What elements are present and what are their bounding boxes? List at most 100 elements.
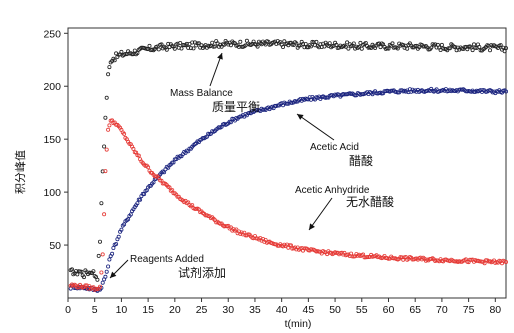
- x-tick-label: 15: [142, 304, 154, 316]
- data-point: [96, 253, 101, 258]
- data-point: [119, 49, 124, 54]
- data-point: [170, 188, 175, 193]
- data-point: [142, 192, 147, 197]
- data-point: [179, 46, 184, 51]
- data-point: [74, 269, 79, 274]
- data-point: [107, 65, 112, 70]
- data-point: [131, 146, 136, 151]
- x-tick-label: 80: [489, 304, 501, 316]
- data-point: [119, 227, 124, 232]
- reagents-added-label: Reagents Added: [130, 254, 204, 265]
- data-point: [135, 51, 140, 56]
- data-point: [243, 43, 248, 48]
- data-point: [308, 44, 313, 49]
- x-tick-label: 45: [303, 304, 315, 316]
- data-point: [378, 45, 383, 50]
- data-point: [390, 41, 395, 46]
- data-point: [395, 46, 400, 51]
- acetic-acid-label-zh: 醋酸: [349, 153, 373, 168]
- data-point: [314, 39, 319, 44]
- data-point: [467, 257, 472, 262]
- acetic-anhydride-arrow-head: [309, 223, 315, 230]
- x-tick-label: 35: [249, 304, 261, 316]
- data-point: [212, 44, 217, 49]
- x-tick-label: 0: [65, 304, 71, 316]
- data-point: [503, 259, 508, 264]
- data-point: [111, 245, 116, 250]
- data-point: [222, 42, 227, 47]
- data-point: [327, 41, 332, 46]
- data-point: [294, 41, 299, 46]
- x-tick-label: 65: [409, 304, 421, 316]
- data-point: [487, 48, 492, 53]
- acetic-acid-arrow-line: [296, 113, 335, 141]
- data-point: [501, 45, 506, 50]
- data-point: [345, 40, 350, 45]
- data-point: [99, 201, 104, 206]
- data-point: [188, 46, 193, 51]
- chart-marks: [68, 38, 508, 293]
- data-point: [104, 269, 109, 274]
- acetic-anhydride-label: Acetic Anhydride: [295, 185, 370, 196]
- data-point: [136, 153, 141, 158]
- data-point: [106, 72, 111, 77]
- y-tick-label: 150: [43, 134, 61, 146]
- data-point: [302, 45, 307, 50]
- data-point: [102, 144, 107, 149]
- y-axis-title: 积分峰值: [14, 150, 27, 194]
- y-tick-label: 100: [43, 187, 61, 199]
- data-point: [110, 251, 115, 256]
- x-tick-label: 50: [329, 304, 341, 316]
- data-point: [172, 46, 177, 51]
- data-point: [421, 44, 426, 49]
- y-tick-label: 50: [49, 240, 61, 252]
- data-point: [106, 264, 111, 269]
- x-tick-label: 60: [383, 304, 395, 316]
- data-point: [103, 169, 108, 174]
- y-tick-label: 200: [43, 81, 61, 93]
- data-point: [132, 48, 137, 53]
- data-point: [190, 40, 195, 45]
- data-point: [167, 185, 172, 190]
- data-point: [192, 206, 197, 211]
- data-point: [439, 42, 444, 47]
- x-tick-label: 70: [436, 304, 448, 316]
- data-point: [288, 243, 293, 248]
- data-point: [446, 46, 451, 51]
- data-point: [159, 42, 164, 47]
- data-point: [503, 89, 508, 94]
- acetic-anhydride-label-zh: 无水醋酸: [346, 194, 394, 209]
- data-point: [186, 45, 191, 50]
- data-point: [114, 241, 119, 246]
- data-point: [463, 89, 468, 94]
- data-point: [263, 42, 268, 47]
- acetic-acid-label: Acetic Acid: [310, 142, 359, 153]
- x-tick-label: 5: [92, 304, 98, 316]
- data-point: [180, 43, 185, 48]
- data-point: [196, 41, 201, 46]
- data-point: [75, 272, 80, 277]
- data-point: [100, 252, 105, 257]
- data-point: [358, 40, 363, 45]
- data-point: [139, 45, 144, 50]
- data-point: [470, 48, 475, 53]
- x-axis-title: t(min): [285, 318, 312, 330]
- data-point: [104, 95, 109, 100]
- data-point: [498, 43, 503, 48]
- series-mass_balance: [68, 38, 508, 282]
- data-point: [102, 212, 107, 217]
- reagents-added-label-zh: 试剂添加: [178, 265, 226, 280]
- data-point: [135, 201, 140, 206]
- data-point: [146, 165, 151, 170]
- data-point: [104, 147, 109, 152]
- data-point: [107, 257, 112, 262]
- x-tick-label: 75: [463, 304, 475, 316]
- data-point: [79, 269, 84, 274]
- data-point: [386, 46, 391, 51]
- x-tick-label: 30: [222, 304, 234, 316]
- data-point: [75, 285, 80, 290]
- data-point: [83, 283, 88, 288]
- data-point: [284, 101, 289, 106]
